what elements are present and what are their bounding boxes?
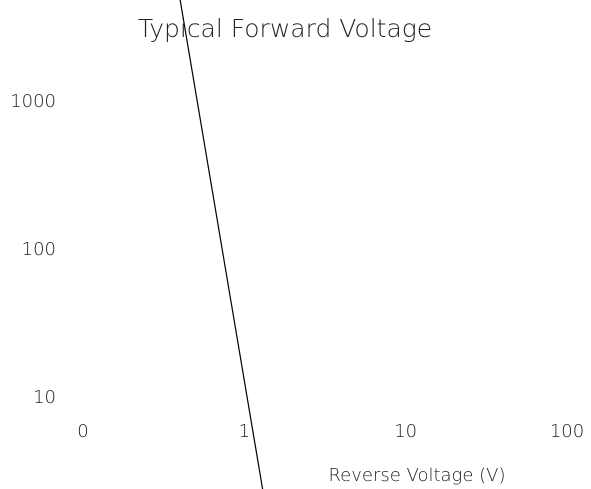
x-tick-label: 10	[394, 421, 417, 442]
y-tick-label: 10	[33, 387, 56, 408]
x-tick-label: 0	[77, 421, 88, 442]
y-tick-label: 100	[22, 239, 56, 260]
line	[179, 0, 264, 489]
chart-title: Typical Forward Voltage	[138, 14, 432, 43]
x-axis-label: Reverse Voltage (V)	[328, 465, 505, 486]
y-tick-label: 1000	[10, 91, 56, 112]
x-tick-label: 1	[239, 421, 250, 442]
x-tick-label: 100	[550, 421, 584, 442]
